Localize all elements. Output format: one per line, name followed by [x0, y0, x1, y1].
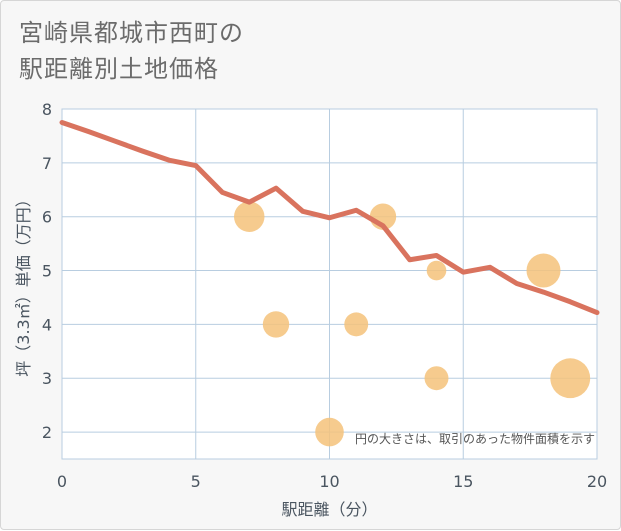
y-axis-ticks: 2 3 4 5 6 7 8 — [42, 100, 52, 442]
bubble-point — [426, 260, 447, 281]
x-axis-ticks: 0 5 10 15 20 — [57, 472, 607, 491]
chart-title-line1: 宮崎県都城市西町の — [19, 19, 244, 47]
y-tick-label: 2 — [42, 423, 52, 442]
bubble-point — [344, 312, 369, 337]
bubble-point — [424, 366, 449, 391]
y-tick-label: 7 — [42, 154, 52, 173]
y-tick-label: 8 — [42, 100, 52, 119]
x-axis-label: 駅距離（分） — [281, 500, 377, 519]
x-tick-label: 0 — [57, 472, 67, 491]
bubble-point — [233, 201, 265, 232]
bubble-point — [550, 358, 591, 399]
x-tick-label: 15 — [453, 472, 473, 491]
chart-title: 宮崎県都城市西町の 駅距離別土地価格 — [19, 15, 244, 87]
y-tick-label: 5 — [42, 262, 52, 281]
x-tick-label: 10 — [319, 472, 339, 491]
chart-title-line2: 駅距離別土地価格 — [19, 55, 219, 83]
y-tick-label: 3 — [42, 369, 52, 388]
y-axis-label: 坪（3.3㎡）単価（万円） — [14, 191, 33, 376]
bubble-point — [315, 417, 344, 447]
x-tick-label: 5 — [191, 472, 201, 491]
grid-lines — [61, 108, 598, 459]
bubble-point — [262, 311, 290, 338]
bubble-point — [526, 253, 561, 288]
x-tick-label: 20 — [587, 472, 607, 491]
y-tick-label: 4 — [42, 315, 52, 334]
average-price-line — [59, 119, 600, 316]
y-tick-label: 6 — [42, 208, 52, 227]
bubble-size-note: 円の大きさは、取引のあった物件面積を示す — [355, 431, 595, 446]
